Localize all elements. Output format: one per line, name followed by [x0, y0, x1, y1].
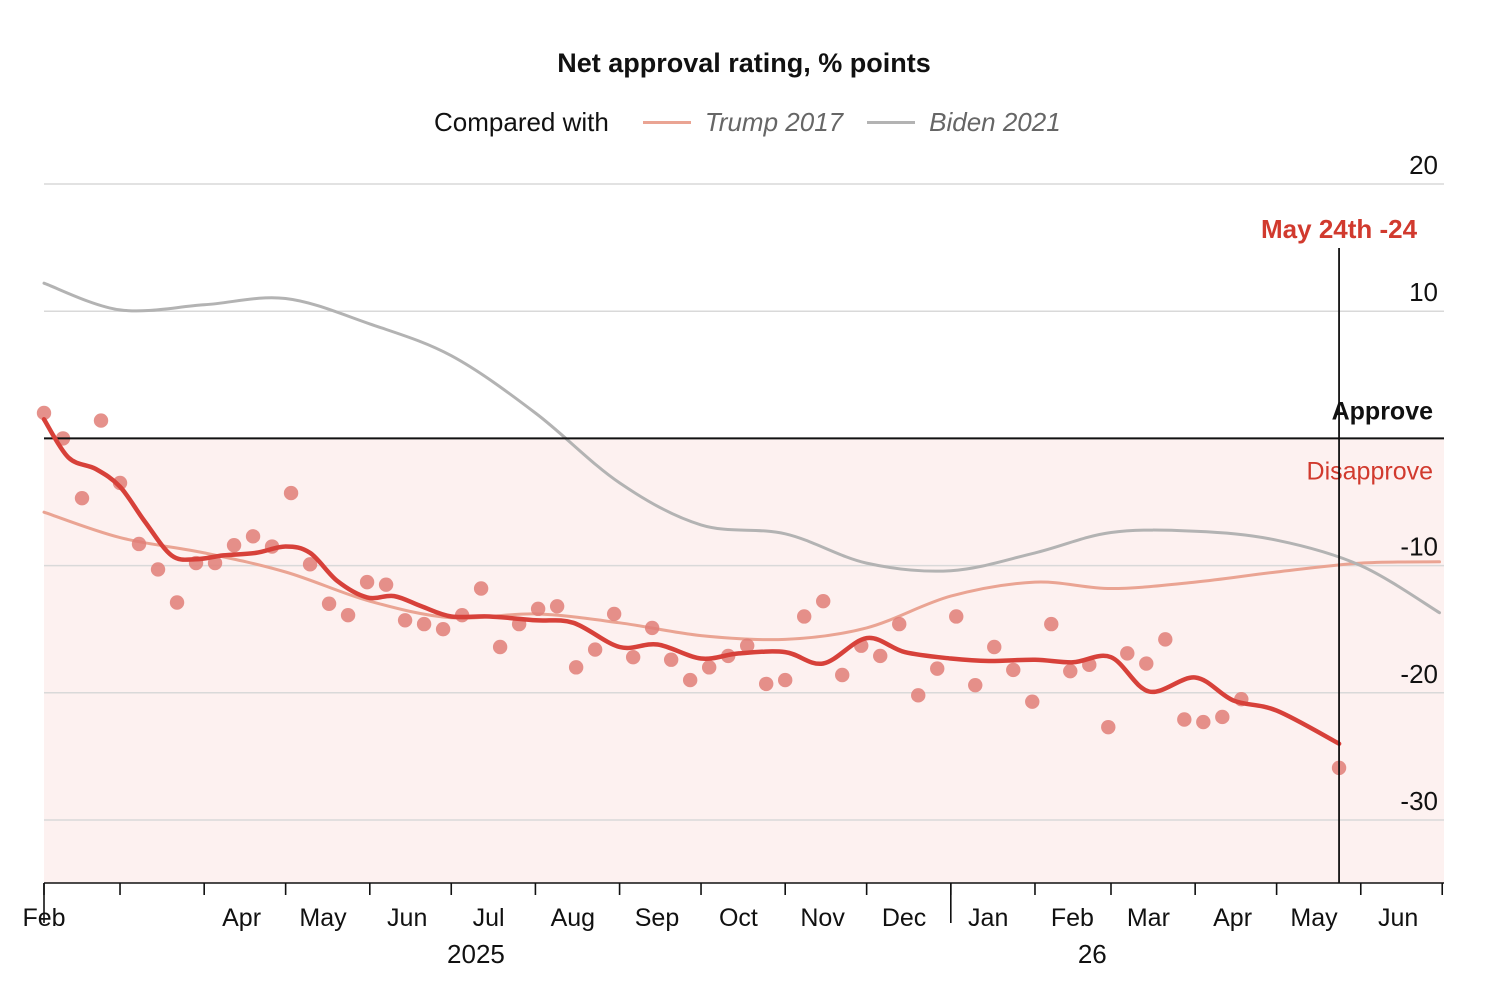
series-line-net-approval	[41, 417, 1342, 746]
x-tick-label-sep: Sep	[635, 904, 679, 932]
poll-dot	[835, 667, 850, 683]
poll-dot	[816, 594, 831, 609]
poll-dot	[435, 622, 451, 637]
y-tick-label-minus-20: -20	[1400, 659, 1438, 689]
x-tick-label-may: May	[299, 904, 347, 932]
poll-dot	[1177, 712, 1192, 727]
poll-dot	[892, 616, 907, 632]
poll-dot	[568, 660, 584, 675]
legend-label-biden-2021: Biden 2021	[929, 106, 1061, 137]
x-tick-label-jan: Jan	[968, 904, 1008, 932]
poll-dot	[911, 688, 926, 703]
x-tick-label-nov: Nov	[800, 904, 845, 932]
poll-dot	[1196, 714, 1211, 730]
poll-dot	[131, 536, 147, 552]
poll-dot	[1063, 663, 1078, 679]
poll-dot	[739, 638, 755, 653]
disapprove-region	[44, 438, 1444, 883]
chart-title: Net approval rating, % points	[557, 48, 931, 78]
poll-dot	[340, 608, 356, 623]
poll-dot	[359, 574, 375, 590]
series-line-biden-2021	[42, 281, 1441, 615]
x-tick-label-jun: Jun	[1378, 904, 1418, 932]
y-tick-label-20: 20	[1409, 150, 1438, 180]
poll-dot	[321, 596, 337, 611]
poll-dot	[587, 642, 603, 657]
x-tick-label-apr: Apr	[222, 904, 261, 932]
series-line-trump-2017	[42, 510, 1441, 642]
poll-dot	[416, 616, 432, 632]
poll-dot	[987, 639, 1002, 655]
annotation-label: May 24th -24	[1261, 214, 1418, 244]
x-year-label-2025: 2025	[447, 939, 505, 969]
legend-swatch-biden-2021	[867, 120, 916, 124]
poll-dot	[1044, 616, 1059, 632]
poll-dot	[701, 660, 717, 675]
legend-label-trump-2017: Trump 2017	[704, 106, 844, 137]
x-tick-label-dec: Dec	[882, 904, 926, 932]
x-tick-label-jul: Jul	[473, 904, 505, 932]
poll-dot	[112, 475, 128, 491]
x-tick-label-feb: Feb	[22, 904, 65, 932]
x-tick-label-oct: Oct	[719, 904, 758, 932]
poll-dot	[797, 609, 812, 624]
poll-dot	[1215, 709, 1230, 725]
poll-dot	[663, 652, 679, 667]
y-tick-label-10: 10	[1409, 277, 1438, 307]
poll-dot	[606, 606, 622, 622]
y-tick-label-minus-30: -30	[1400, 786, 1438, 816]
poll-dot	[758, 676, 774, 692]
poll-dot	[873, 648, 888, 664]
x-tick-label-jun: Jun	[387, 904, 427, 932]
poll-dot	[283, 485, 299, 501]
poll-dot	[169, 595, 185, 610]
approve-label: Approve	[1332, 397, 1434, 425]
legend-swatch-trump-2017	[642, 120, 691, 124]
legend: Compared with Trump 2017 Biden 2021	[434, 104, 1085, 140]
x-tick-label-may: May	[1290, 904, 1338, 932]
poll-dot	[378, 577, 394, 592]
poll-dot	[302, 557, 318, 572]
x-tick-label-apr: Apr	[1213, 904, 1252, 932]
poll-dot	[930, 661, 945, 676]
poll-dot	[473, 581, 489, 596]
poll-dot	[1006, 662, 1021, 678]
legend-intro: Compared with	[434, 106, 609, 137]
poll-dot	[682, 672, 698, 688]
disapprove-label: Disapprove	[1307, 457, 1433, 485]
poll-dot	[226, 538, 242, 553]
poll-dot	[397, 613, 413, 628]
poll-dot	[1139, 656, 1154, 671]
poll-dot	[93, 413, 109, 428]
poll-dot	[968, 677, 983, 693]
poll-dots	[36, 405, 1347, 776]
legend-item-biden-2021: Biden 2021	[867, 107, 1061, 138]
poll-dot	[530, 601, 546, 617]
poll-dot	[777, 672, 793, 688]
y-tick-label-minus-10: -10	[1400, 532, 1438, 562]
x-tick-label-feb: Feb	[1051, 904, 1094, 932]
poll-dot	[36, 405, 52, 421]
x-year-label-26: 26	[1078, 939, 1107, 969]
poll-dot	[150, 562, 166, 577]
poll-dot	[1120, 646, 1135, 661]
x-tick-label-mar: Mar	[1127, 904, 1170, 932]
poll-dot	[492, 639, 508, 655]
poll-dot	[549, 599, 565, 614]
poll-dot	[1158, 632, 1173, 647]
x-tick-label-aug: Aug	[551, 904, 595, 932]
poll-dot	[1025, 694, 1040, 709]
legend-item-trump-2017: Trump 2017	[642, 106, 844, 138]
poll-dot	[1101, 719, 1116, 735]
poll-dot	[949, 609, 964, 624]
poll-dot	[74, 490, 90, 506]
poll-dot	[644, 620, 660, 636]
poll-dot	[245, 529, 261, 544]
poll-dot	[625, 649, 641, 665]
